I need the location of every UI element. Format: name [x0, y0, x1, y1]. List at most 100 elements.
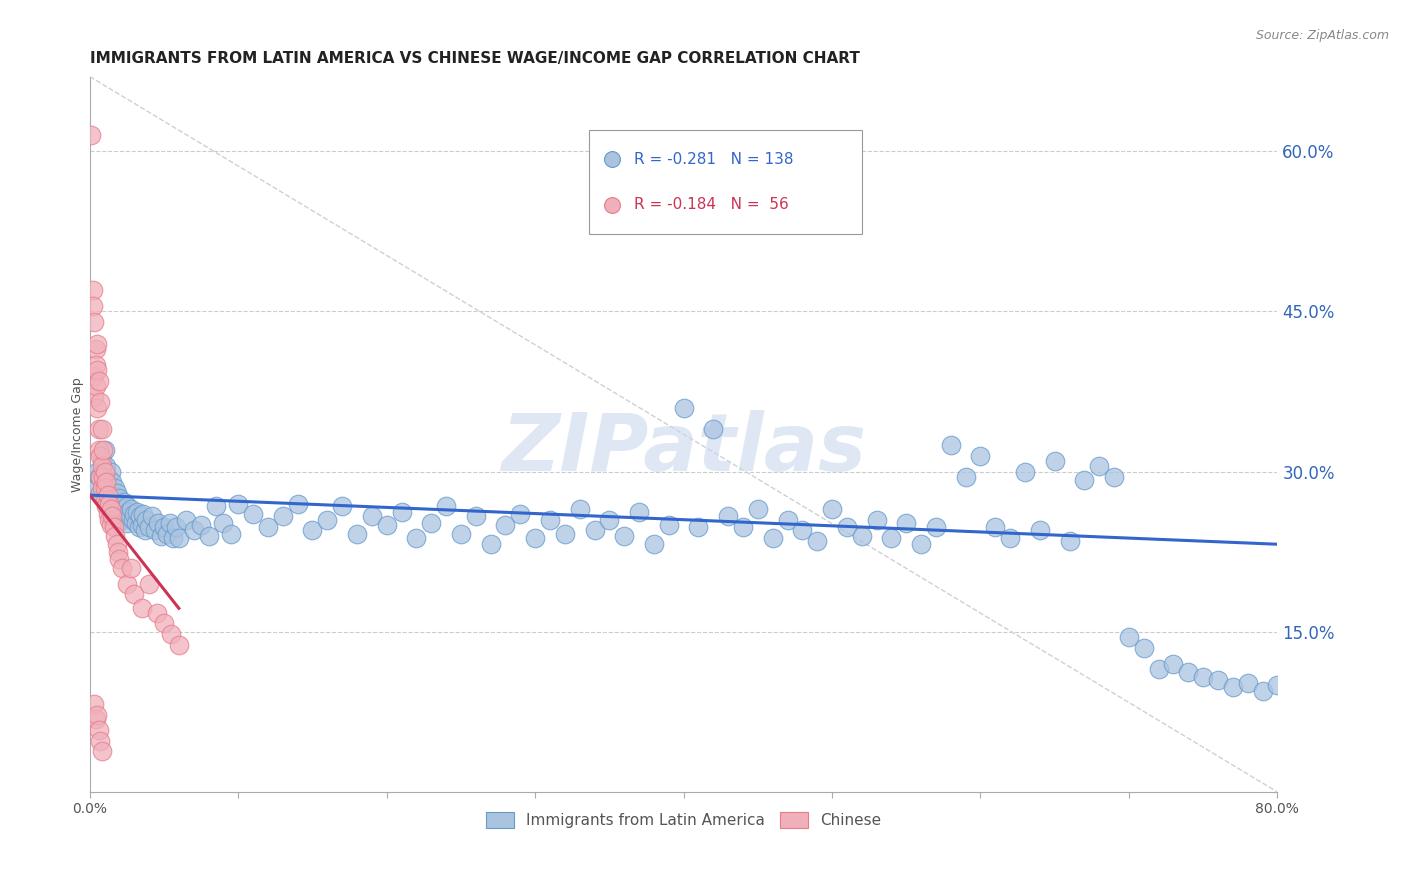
Point — [98, 497, 121, 511]
Point — [115, 516, 138, 530]
Point — [1029, 524, 1052, 538]
Point — [121, 513, 143, 527]
Point — [806, 534, 828, 549]
Point — [1236, 676, 1258, 690]
Point — [153, 616, 176, 631]
Point — [1059, 534, 1081, 549]
Point — [97, 470, 120, 484]
Point — [1043, 454, 1066, 468]
Point — [479, 537, 502, 551]
Point — [125, 516, 148, 530]
Point — [146, 516, 169, 530]
Point — [86, 363, 108, 377]
Point — [835, 520, 858, 534]
Point — [128, 520, 150, 534]
Point — [94, 475, 117, 490]
Point — [287, 497, 309, 511]
Text: IMMIGRANTS FROM LATIN AMERICA VS CHINESE WAGE/INCOME GAP CORRELATION CHART: IMMIGRANTS FROM LATIN AMERICA VS CHINESE… — [90, 51, 859, 66]
Point — [105, 486, 128, 500]
Point — [86, 401, 108, 415]
Point — [998, 531, 1021, 545]
Point — [94, 459, 117, 474]
Text: R = -0.281   N = 138: R = -0.281 N = 138 — [634, 152, 793, 167]
Point — [91, 470, 114, 484]
Point — [97, 491, 120, 506]
Point — [969, 449, 991, 463]
Point — [1014, 465, 1036, 479]
Point — [165, 520, 187, 534]
Point — [688, 520, 710, 534]
Point — [939, 438, 962, 452]
Point — [93, 486, 115, 500]
Point — [702, 422, 724, 436]
Legend: Immigrants from Latin America, Chinese: Immigrants from Latin America, Chinese — [479, 806, 887, 834]
Point — [821, 502, 844, 516]
Point — [1222, 681, 1244, 695]
Point — [100, 518, 122, 533]
Point — [183, 524, 205, 538]
Point — [316, 513, 339, 527]
Point — [190, 518, 212, 533]
Point — [1147, 662, 1170, 676]
Point — [86, 465, 108, 479]
Point — [643, 537, 665, 551]
Point — [1102, 470, 1125, 484]
Point — [87, 723, 110, 737]
Point — [86, 708, 108, 723]
Point — [101, 475, 124, 490]
Point — [865, 513, 887, 527]
Point — [89, 449, 111, 463]
Point — [83, 368, 105, 383]
Point — [90, 454, 112, 468]
Point — [89, 733, 111, 747]
Point — [672, 401, 695, 415]
Point — [762, 531, 785, 545]
Point — [346, 526, 368, 541]
Point — [89, 470, 111, 484]
Point — [405, 531, 427, 545]
Point — [134, 524, 156, 538]
Point — [257, 520, 280, 534]
Point — [83, 698, 105, 712]
Point — [150, 529, 173, 543]
Point — [108, 491, 131, 506]
Point — [132, 508, 155, 522]
Point — [104, 529, 127, 543]
Point — [114, 509, 136, 524]
Point — [420, 516, 443, 530]
Point — [583, 524, 606, 538]
Point — [91, 443, 114, 458]
Point — [434, 499, 457, 513]
Point — [84, 481, 107, 495]
Point — [1206, 673, 1229, 687]
Point — [851, 529, 873, 543]
Text: R = -0.184   N =  56: R = -0.184 N = 56 — [634, 197, 789, 212]
Point — [108, 552, 131, 566]
Point — [159, 516, 181, 530]
Point — [568, 502, 591, 516]
Point — [226, 497, 249, 511]
Point — [156, 526, 179, 541]
Point — [90, 744, 112, 758]
Point — [1192, 670, 1215, 684]
Point — [89, 486, 111, 500]
Point — [107, 545, 129, 559]
Point — [103, 520, 125, 534]
Point — [104, 497, 127, 511]
Point — [747, 502, 769, 516]
Point — [110, 497, 132, 511]
Point — [1163, 657, 1185, 671]
Point — [613, 529, 636, 543]
Point — [90, 422, 112, 436]
Point — [94, 475, 117, 490]
Point — [464, 509, 486, 524]
Point — [112, 494, 135, 508]
Point — [86, 336, 108, 351]
Point — [93, 443, 115, 458]
Point — [391, 505, 413, 519]
Point — [138, 576, 160, 591]
Point — [115, 576, 138, 591]
Point — [83, 390, 105, 404]
Point — [83, 315, 105, 329]
Point — [598, 513, 620, 527]
